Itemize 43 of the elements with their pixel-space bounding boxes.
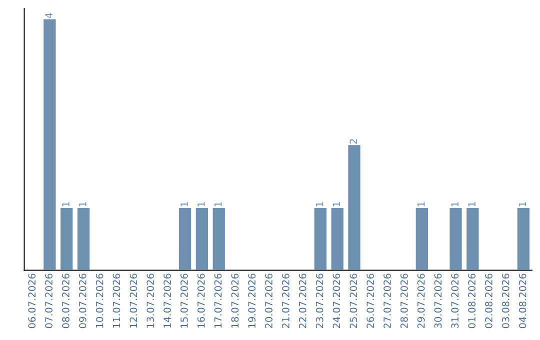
data-label: 1 — [332, 202, 340, 206]
data-label: 1 — [62, 202, 70, 206]
data-label: 1 — [519, 202, 526, 206]
x-tick-label: 07.07.2026 — [45, 274, 52, 328]
data-label: 1 — [316, 202, 324, 206]
x-tick-label: 15.07.2026 — [180, 274, 188, 328]
x-tick-label: 13.07.2026 — [146, 274, 154, 328]
x-tick-label: 11.07.2026 — [112, 274, 120, 328]
x-tick-label: 19.07.2026 — [248, 274, 256, 328]
x-tick-label: 03.08.2026 — [502, 274, 510, 328]
data-label: 1 — [198, 202, 205, 206]
data-label: 1 — [468, 202, 476, 206]
data-label: 1 — [214, 202, 222, 206]
x-tick-label: 18.07.2026 — [231, 274, 239, 328]
x-tick-label: 22.07.2026 — [298, 274, 306, 328]
x-tick-label: 30.07.2026 — [434, 274, 442, 328]
x-tick-label: 02.08.2026 — [485, 274, 492, 328]
x-tick-label: 16.07.2026 — [197, 274, 205, 328]
x-tick-label: 01.08.2026 — [468, 274, 476, 328]
x-tick-label: 09.07.2026 — [78, 274, 86, 328]
x-tick-label: 24.07.2026 — [332, 274, 340, 328]
x-tick-label: 17.07.2026 — [214, 274, 222, 328]
x-tick-label: 29.07.2026 — [417, 274, 425, 328]
data-label: 1 — [418, 202, 425, 206]
x-tick-label: 08.07.2026 — [62, 274, 70, 328]
x-tick-label: 06.07.2026 — [28, 274, 36, 328]
x-tick-label: 31.07.2026 — [451, 274, 459, 328]
x-tick-label: 21.07.2026 — [282, 274, 290, 328]
x-tick-label: 23.07.2026 — [316, 274, 324, 328]
data-label: 2 — [350, 139, 357, 144]
x-tick-label: 14.07.2026 — [164, 274, 171, 328]
x-tick-label: 12.07.2026 — [130, 274, 138, 328]
data-label: 1 — [451, 202, 458, 206]
x-tick-label: 26.07.2026 — [366, 274, 374, 328]
data-label: 1 — [180, 202, 188, 206]
x-tick-label: 27.07.2026 — [384, 274, 391, 328]
x-tick-label: 28.07.2026 — [400, 274, 408, 328]
data-label: 1 — [79, 202, 86, 206]
x-tick-label: 04.08.2026 — [518, 274, 526, 328]
data-label: 4 — [45, 12, 52, 18]
x-tick-label: 25.07.2026 — [350, 274, 358, 328]
x-tick-label: 20.07.2026 — [265, 274, 272, 328]
x-tick-label: 10.07.2026 — [96, 274, 104, 328]
